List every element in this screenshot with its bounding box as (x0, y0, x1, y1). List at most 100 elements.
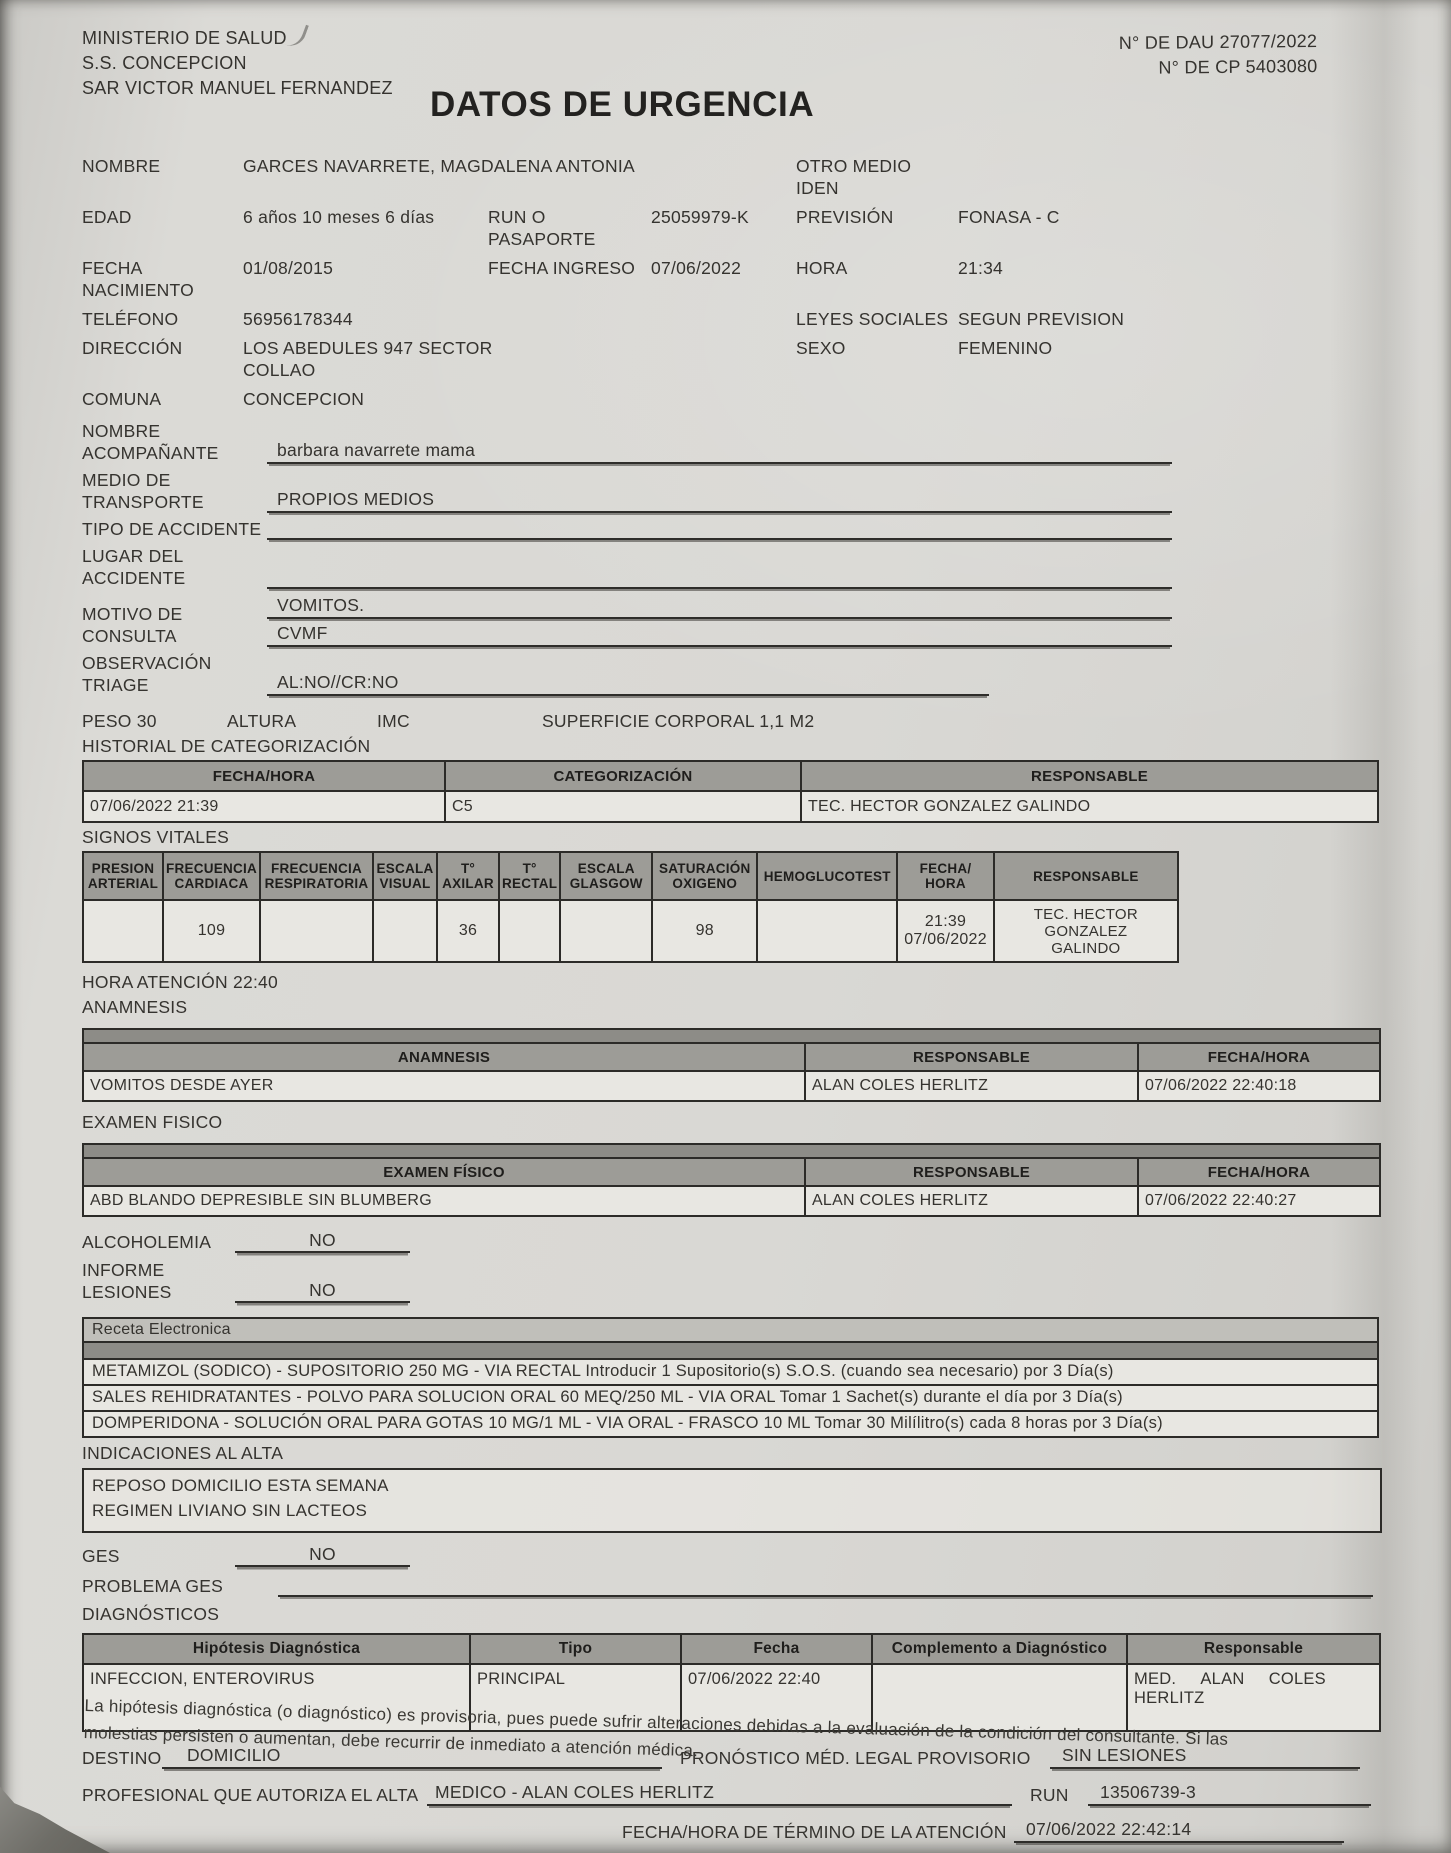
patient-prevision-value: FONASA - C (958, 207, 1060, 227)
body-surface-label: SUPERFICIE CORPORAL 1,1 M2 (542, 711, 815, 731)
field-label: INFORME LESIONES (82, 1260, 172, 1302)
column-header: HEMOGLUCOTEST (756, 851, 899, 901)
vitals-responsible-name: TEC. HECTOR GONZALEZ GALINDO (1033, 905, 1138, 957)
glasgow-scale-cell (559, 899, 654, 963)
field-label: FECHA/HORA DE TÉRMINO DE LA ATENCIÓN (622, 1822, 1007, 1842)
column-header: RESPONSABLE (992, 851, 1179, 901)
field-label: DIRECCIÓN (82, 338, 183, 358)
column-header: FRECUENCIA CARDIACA (161, 851, 262, 901)
column-header: ESCALA VISUAL (372, 851, 439, 901)
field-label: SEXO (796, 338, 846, 358)
alcoholemia-row: ALCOHOLEMIA NO (82, 1229, 1451, 1253)
patient-admission-date-value: 07/06/2022 (651, 258, 742, 278)
column-header: ANAMNESIS (82, 1042, 806, 1072)
field-label: OBSERVACIÓN TRIAGE (82, 653, 212, 695)
column-header: FRECUENCIA RESPIRATORIA (259, 851, 375, 901)
patient-admission-time-value: 21:34 (958, 258, 1004, 278)
table-row: VOMITOS DESDE AYER ALAN COLES HERLITZ 07… (82, 1070, 1381, 1102)
heart-rate-cell: 109 (161, 899, 262, 963)
anamnesis-text-cell: VOMITOS DESDE AYER (82, 1070, 806, 1102)
field-label: NOMBRE (82, 156, 161, 176)
prescription-item: METAMIZOL (SODICO) - SUPOSITORIO 250 MG … (84, 1360, 1377, 1386)
diagnosis-type-cell: PRINCIPAL (469, 1663, 682, 1732)
patient-social-laws-value: SEGUN PREVISION (958, 309, 1125, 329)
anthropometry-row: PESO 30 ALTURA IMC SUPERFICIE CORPORAL 1… (82, 710, 1451, 732)
column-header: FECHA/ HORA (896, 851, 995, 901)
field-label: GES (82, 1546, 120, 1566)
injury-report-row: INFORME LESIONES NO (82, 1259, 1451, 1303)
field-label: RUN O PASAPORTE (488, 207, 596, 249)
ges-problem-value (278, 1573, 1373, 1597)
patient-row-nombre: NOMBRE GARCES NAVARRETE, MAGDALENA ANTON… (82, 155, 1451, 199)
field-label: EDAD (82, 207, 132, 227)
column-header: RESPONSABLE (804, 1042, 1139, 1072)
column-header: SATURACIÓN OXIGENO (651, 851, 759, 901)
field-label: LUGAR DEL ACCIDENTE (82, 546, 186, 588)
field-label: MOTIVO DE CONSULTA (82, 604, 183, 646)
table-header-row: FECHA/HORA CATEGORIZACIÓN RESPONSABLE (82, 760, 1379, 792)
column-header: T° AXILAR (436, 851, 501, 901)
table-header-row: ANAMNESIS RESPONSABLE FECHA/HORA (82, 1042, 1381, 1072)
address-line-1: LOS ABEDULES 947 SECTOR (243, 338, 493, 358)
anamnesis-table: ANAMNESIS RESPONSABLE FECHA/HORA VOMITOS… (82, 1028, 1381, 1102)
column-header: Tipo (469, 1633, 682, 1665)
vital-signs-table: PRESION ARTERIAL FRECUENCIA CARDIACA FRE… (82, 851, 1179, 963)
patient-row-direccion: DIRECCIÓN LOS ABEDULES 947 SECTOR COLLAO… (82, 337, 1451, 381)
accident-place-value (267, 567, 1172, 589)
anamnesis-section-label: ANAMNESIS (82, 997, 188, 1017)
patient-address-value: LOS ABEDULES 947 SECTOR COLLAO (243, 337, 796, 381)
page-title: DATOS DE URGENCIA (430, 85, 815, 124)
axillary-temp-cell: 36 (436, 899, 501, 963)
discharge-professional-row: PROFESIONAL QUE AUTORIZA EL ALTA MEDICO … (82, 1781, 1451, 1806)
bmi-label: IMC (377, 711, 410, 731)
column-header: Fecha (680, 1633, 873, 1665)
destination-value: DOMICILIO (162, 1744, 662, 1769)
instruction-line: REGIMEN LIVIANO SIN LACTEOS (92, 1501, 368, 1520)
attention-end-row: FECHA/HORA DE TÉRMINO DE LA ATENCIÓN 07/… (82, 1818, 1451, 1843)
categorization-table: FECHA/HORA CATEGORIZACIÓN RESPONSABLE 07… (82, 760, 1379, 823)
column-header: CATEGORIZACIÓN (444, 760, 802, 792)
field-row-triage: OBSERVACIÓN TRIAGE AL:NO//CR:NO (82, 652, 1451, 696)
companion-name-value: barbara navarrete mama (267, 439, 1172, 464)
org-block: MINISTERIO DE SALUD S.S. CONCEPCION SAR … (82, 26, 1451, 101)
blood-pressure-cell (82, 899, 164, 963)
column-header: ESCALA GLASGOW (559, 851, 654, 901)
weight-label: PESO 30 (82, 711, 157, 731)
diagnoses-section-label: DIAGNÓSTICOS (82, 1604, 220, 1624)
grey-bar (82, 1143, 1381, 1159)
discharge-instructions-label: INDICACIONES AL ALTA (82, 1443, 284, 1463)
electronic-prescription-box: Receta Electronica METAMIZOL (SODICO) - … (82, 1317, 1379, 1438)
visual-scale-cell (372, 899, 439, 963)
consult-reason-line-2: CVMF (267, 622, 1172, 647)
patient-comuna-value: CONCEPCION (243, 389, 365, 409)
field-label: TELÉFONO (82, 309, 179, 329)
field-label: FECHA NACIMIENTO (82, 258, 195, 300)
accident-type-value (267, 518, 1172, 540)
patient-run-value: 25059979-K (651, 207, 749, 227)
field-label: PROFESIONAL QUE AUTORIZA EL ALTA (82, 1785, 419, 1805)
column-header: RESPONSABLE (800, 760, 1379, 792)
field-label: DESTINO (82, 1748, 162, 1768)
field-label: FECHA INGRESO (488, 258, 636, 278)
column-header: FECHA/HORA (1137, 1042, 1381, 1072)
field-label: PREVISIÓN (796, 207, 894, 227)
column-header: PRESION ARTERIAL (82, 851, 164, 901)
anamnesis-datetime-cell: 07/06/2022 22:40:18 (1137, 1070, 1381, 1102)
table-row: ABD BLANDO DEPRESIBLE SIN BLUMBERG ALAN … (82, 1185, 1381, 1217)
triage-observation-value: AL:NO//CR:NO (267, 671, 989, 696)
column-header: T° RECTAL (498, 851, 562, 901)
org-line-ministry: MINISTERIO DE SALUD (82, 28, 287, 48)
org-line-service: S.S. CONCEPCION (82, 53, 247, 73)
field-label: LEYES SOCIALES (796, 309, 949, 329)
prescription-item: DOMPERIDONA - SOLUCIÓN ORAL PARA GOTAS 1… (84, 1412, 1377, 1436)
table-header-row: EXAMEN FÍSICO RESPONSABLE FECHA/HORA (82, 1157, 1381, 1187)
patient-phone-value: 56956178344 (243, 309, 353, 329)
field-row-transporte: MEDIO DE TRANSPORTE PROPIOS MEDIOS (82, 469, 1451, 513)
exam-responsible-cell: ALAN COLES HERLITZ (804, 1185, 1139, 1217)
field-label: NOMBRE ACOMPAÑANTE (82, 421, 219, 463)
vitals-datetime-cell: 21:39 07/06/2022 (896, 899, 995, 963)
vitals-responsible-cell: TEC. HECTOR GONZALEZ GALINDO (992, 899, 1179, 963)
table-top-bar (82, 1143, 1381, 1159)
